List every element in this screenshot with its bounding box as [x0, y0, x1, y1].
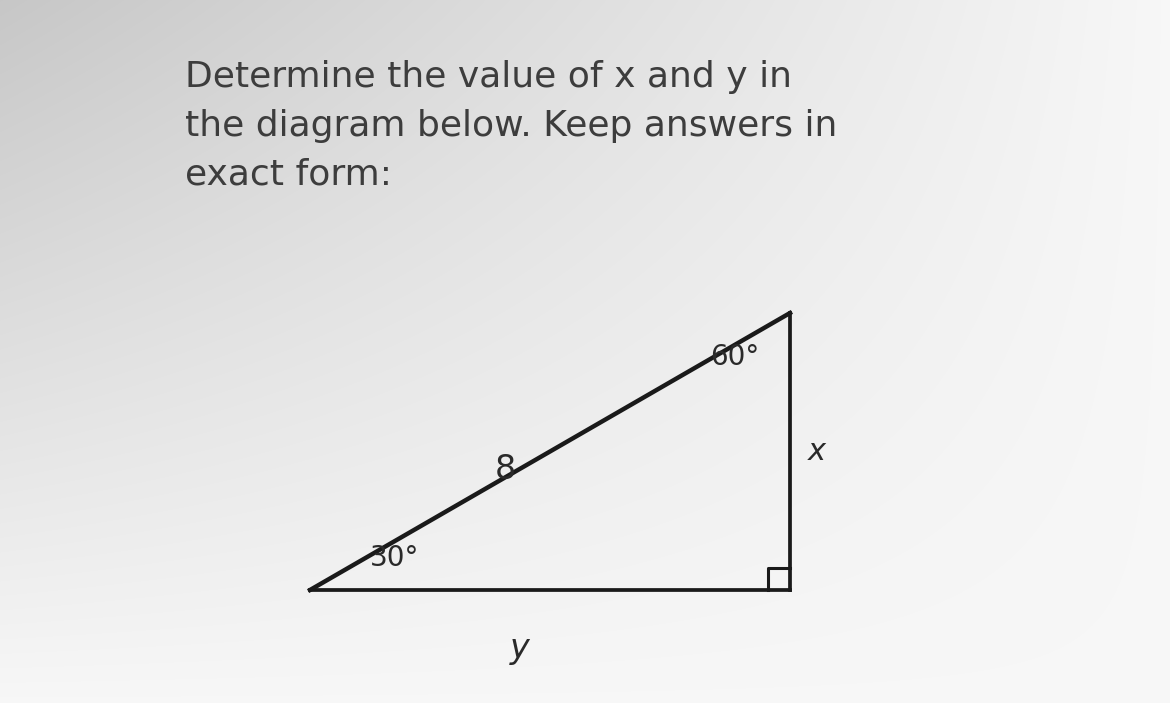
Text: Determine the value of x and y in
the diagram below. Keep answers in
exact form:: Determine the value of x and y in the di… — [185, 60, 838, 192]
Text: x: x — [808, 437, 826, 466]
Text: 60°: 60° — [710, 343, 759, 371]
Text: 30°: 30° — [370, 544, 419, 572]
Text: 8: 8 — [495, 453, 516, 486]
Text: y: y — [510, 632, 530, 665]
